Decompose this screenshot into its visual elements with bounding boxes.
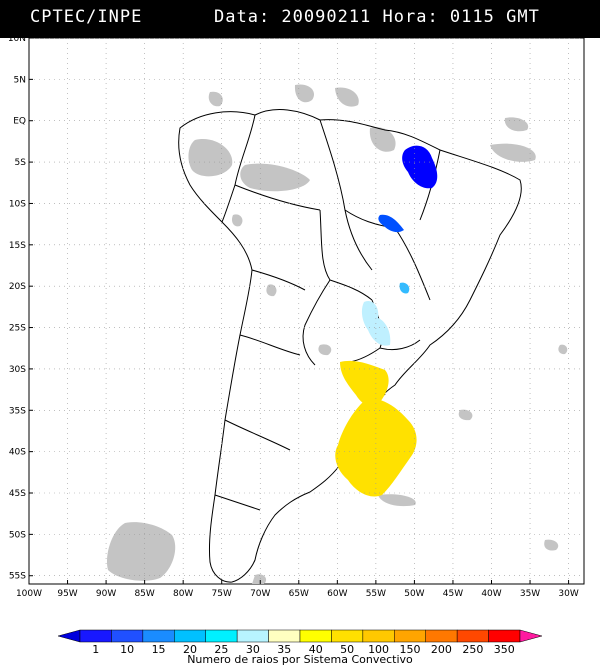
color-legend: 1 10 15 20 25 30 35 40 50 100 150 200 250 350 bbox=[57, 629, 543, 656]
longitude-tick-label: 55W bbox=[366, 589, 386, 599]
legend-bin-label: 100 bbox=[368, 643, 389, 656]
legend-bin-label: 250 bbox=[462, 643, 483, 656]
legend-swatch bbox=[362, 629, 395, 643]
longitude-labels: 100W 95W 90W 85W 80W 75W 70W 65W 60W 55W 50W 45W 40W… bbox=[16, 580, 579, 599]
timestamp-title: Data: 20090211 Hora: 0115 GMT bbox=[214, 7, 540, 27]
legend-swatch bbox=[268, 629, 301, 643]
latitude-tick-label: 15S bbox=[9, 241, 26, 251]
legend-swatch bbox=[425, 629, 458, 643]
legend-bin-label: 200 bbox=[431, 643, 452, 656]
latitude-labels: 10N 5N EQ 5S 10S 15S 20S 25S 30S 35S 40S 45S 50S 55S bbox=[8, 34, 33, 582]
legend-bin-label: 30 bbox=[246, 643, 260, 656]
cloud-cover bbox=[106, 84, 568, 584]
legend-bin-label: 25 bbox=[214, 643, 228, 656]
north-brazil-cluster bbox=[402, 145, 438, 189]
longitude-tick-label: 90W bbox=[96, 589, 116, 599]
latitude-tick-label: 55S bbox=[9, 572, 26, 582]
legend-swatch bbox=[142, 629, 175, 643]
longitude-tick-label: 100W bbox=[16, 589, 42, 599]
convective-systems bbox=[335, 145, 438, 497]
longitude-tick-label: 80W bbox=[173, 589, 193, 599]
latitude-tick-label: 5N bbox=[14, 75, 26, 85]
latitude-tick-label: EQ bbox=[13, 117, 26, 127]
legend-caption: Numero de raios por Sistema Convectivo bbox=[187, 653, 413, 666]
legend-bin-label: 350 bbox=[494, 643, 515, 656]
longitude-tick-label: 85W bbox=[134, 589, 154, 599]
legend-swatch bbox=[174, 629, 206, 643]
latitude-tick-label: 10N bbox=[8, 34, 26, 44]
legend-bin-label: 20 bbox=[183, 643, 197, 656]
legend-swatch bbox=[79, 629, 112, 643]
central-brazil-cluster bbox=[378, 214, 404, 233]
legend-right-arrow bbox=[519, 629, 543, 643]
legend-bin-label: 35 bbox=[277, 643, 291, 656]
legend-bin-label: 50 bbox=[340, 643, 354, 656]
legend-swatch bbox=[488, 629, 521, 643]
legend-left-arrow bbox=[57, 629, 81, 643]
legend-bin-label: 15 bbox=[152, 643, 166, 656]
latitude-tick-label: 45S bbox=[9, 489, 26, 499]
legend-swatch bbox=[331, 629, 364, 643]
legend-swatch bbox=[299, 629, 332, 643]
graticule bbox=[29, 37, 584, 584]
longitude-tick-label: 60W bbox=[327, 589, 347, 599]
latitude-tick-label: 35S bbox=[9, 406, 26, 416]
longitude-tick-label: 45W bbox=[443, 589, 463, 599]
longitude-tick-label: 30W bbox=[558, 589, 578, 599]
latitude-tick-label: 25S bbox=[9, 324, 26, 334]
legend-swatch bbox=[236, 629, 269, 643]
latitude-tick-label: 10S bbox=[9, 199, 26, 209]
legend-bin-label: 150 bbox=[400, 643, 421, 656]
latitude-tick-label: 50S bbox=[9, 530, 26, 540]
longitude-tick-label: 65W bbox=[289, 589, 309, 599]
legend-bin-label: 1 bbox=[92, 643, 99, 656]
cyan-cluster bbox=[399, 282, 410, 294]
longitude-tick-label: 75W bbox=[212, 589, 232, 599]
latitude-tick-label: 5S bbox=[15, 158, 27, 168]
longitude-tick-label: 35W bbox=[520, 589, 540, 599]
header-bar: CPTEC/INPE Data: 20090211 Hora: 0115 GMT bbox=[0, 0, 600, 38]
source-title: CPTEC/INPE bbox=[30, 7, 143, 27]
latitude-tick-label: 20S bbox=[9, 282, 26, 292]
continent-outline bbox=[178, 109, 522, 583]
latitude-tick-label: 40S bbox=[9, 448, 26, 458]
uruguay-yellow bbox=[340, 360, 389, 406]
legend-swatch bbox=[111, 629, 144, 643]
legend-bin-label: 40 bbox=[309, 643, 323, 656]
longitude-tick-label: 70W bbox=[250, 589, 270, 599]
longitude-tick-label: 95W bbox=[57, 589, 77, 599]
plot-frame bbox=[28, 37, 585, 585]
legend-swatch bbox=[205, 629, 238, 643]
argentina-yellow bbox=[335, 398, 417, 497]
latitude-tick-label: 30S bbox=[9, 365, 26, 375]
legend-swatch bbox=[394, 629, 426, 643]
legend-swatch bbox=[456, 629, 489, 643]
longitude-tick-label: 50W bbox=[404, 589, 424, 599]
longitude-tick-label: 40W bbox=[481, 589, 501, 599]
legend-bin-label: 10 bbox=[120, 643, 134, 656]
